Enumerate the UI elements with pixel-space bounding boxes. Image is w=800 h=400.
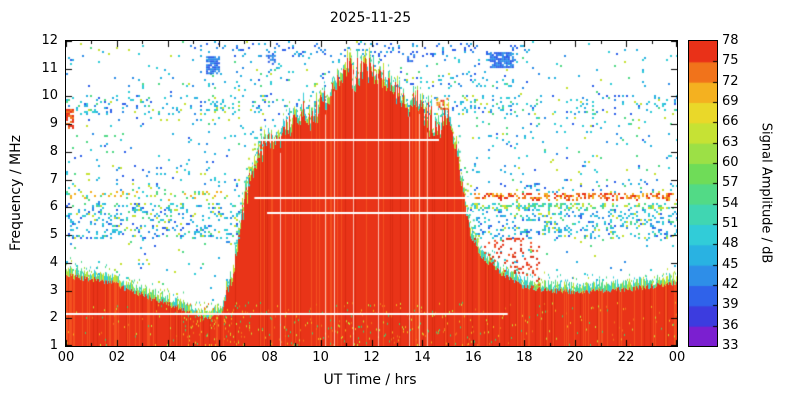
- x-tick-label: 00: [668, 350, 686, 365]
- x-tick-label: 14: [414, 350, 431, 365]
- colorbar-label: Signal Amplitude / dB: [758, 122, 774, 264]
- y-tick-label: 1: [49, 338, 58, 353]
- x-tick-label: 08: [261, 350, 278, 365]
- x-tick-label: 00: [57, 350, 75, 365]
- colorbar-tick-label: 54: [722, 195, 739, 211]
- y-tick-label: 7: [49, 171, 58, 187]
- colorbar-tick-label: 63: [722, 134, 739, 150]
- x-tick-label: 12: [363, 350, 380, 365]
- x-tick-label: 06: [210, 350, 228, 365]
- colorbar-tick-label: 51: [722, 216, 739, 231]
- y-tick-label: 5: [49, 227, 58, 243]
- colorbar-canvas: [689, 41, 717, 346]
- x-tick-label: 20: [566, 350, 584, 365]
- colorbar-tick-label: 36: [722, 317, 739, 333]
- y-axis-label: Frequency / MHz: [8, 135, 24, 251]
- y-tick-label: 3: [49, 282, 58, 298]
- colorbar-tick-label: 78: [722, 33, 739, 48]
- x-tick-label: 10: [312, 350, 329, 365]
- y-tick-label: 8: [49, 143, 58, 159]
- colorbar-tick-label: 72: [722, 73, 739, 89]
- x-tick-label: 04: [159, 350, 177, 365]
- colorbar-tick-label: 66: [722, 114, 739, 130]
- plot-area: [65, 40, 678, 347]
- y-tick-label: 12: [41, 33, 58, 48]
- colorbar-tick-label: 45: [722, 256, 739, 272]
- y-tick-label: 11: [41, 60, 58, 76]
- colorbar-tick-label: 69: [722, 94, 739, 109]
- x-tick-label: 22: [617, 350, 635, 365]
- colorbar-tick-label: 48: [722, 236, 739, 252]
- colorbar-tick-label: 57: [722, 175, 739, 191]
- spectrogram-canvas: [66, 41, 677, 346]
- y-tick-label: 2: [49, 310, 58, 326]
- chart-title: 2025-11-25: [329, 10, 412, 26]
- y-tick-label: 10: [41, 88, 58, 104]
- y-tick-label: 6: [49, 199, 58, 215]
- colorbar: [688, 40, 718, 347]
- x-tick-label: 16: [465, 350, 482, 365]
- x-tick-label: 02: [108, 350, 126, 365]
- y-tick-label: 9: [49, 116, 58, 132]
- colorbar-tick-label: 60: [722, 155, 739, 170]
- x-tick-label: 18: [515, 350, 533, 365]
- colorbar-tick-label: 42: [722, 277, 739, 292]
- y-tick-label: 4: [49, 254, 58, 270]
- colorbar-tick-label: 39: [722, 297, 739, 313]
- colorbar-tick-label: 33: [722, 338, 739, 353]
- colorbar-tick-label: 75: [722, 53, 739, 69]
- x-axis-label: UT Time / hrs: [323, 372, 417, 388]
